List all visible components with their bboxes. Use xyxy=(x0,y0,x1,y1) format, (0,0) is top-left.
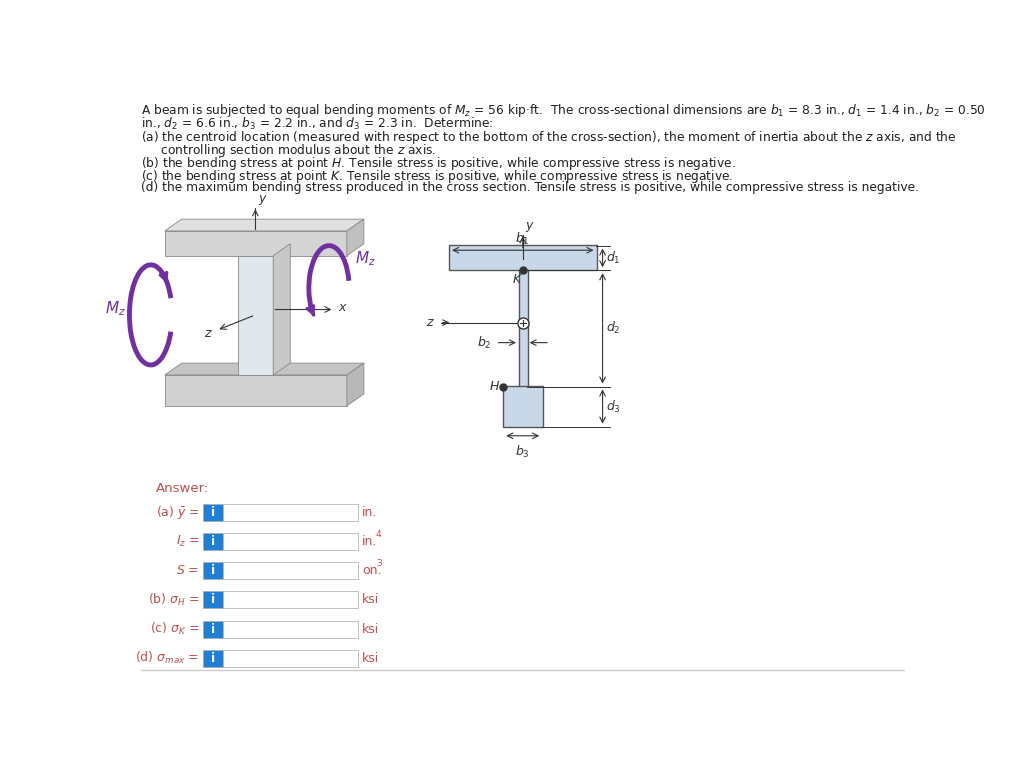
Polygon shape xyxy=(164,219,364,231)
Text: (a) the centroid location (measured with respect to the bottom of the cross-sect: (a) the centroid location (measured with… xyxy=(142,129,956,145)
Polygon shape xyxy=(164,231,346,256)
Text: $d_3$: $d_3$ xyxy=(606,398,621,415)
Text: $b_2$: $b_2$ xyxy=(477,335,491,350)
Text: $M_z$: $M_z$ xyxy=(105,300,126,318)
Polygon shape xyxy=(273,244,290,375)
Text: $b_3$: $b_3$ xyxy=(515,444,530,459)
Bar xyxy=(203,533,222,550)
Polygon shape xyxy=(238,256,273,375)
Text: $b_1$: $b_1$ xyxy=(515,231,530,247)
Text: $d_2$: $d_2$ xyxy=(606,320,621,336)
Bar xyxy=(203,562,222,579)
Text: 4: 4 xyxy=(375,530,381,539)
Text: (b) $\sigma_H$ =: (b) $\sigma_H$ = xyxy=(148,592,200,608)
Bar xyxy=(203,503,222,521)
Text: z: z xyxy=(204,327,210,340)
Text: H: H xyxy=(490,380,499,393)
Bar xyxy=(203,621,222,637)
Text: in.: in. xyxy=(362,534,377,548)
Bar xyxy=(503,386,542,426)
Text: $M_z$: $M_z$ xyxy=(355,249,376,268)
Text: x: x xyxy=(338,301,345,314)
Text: 3: 3 xyxy=(375,559,381,569)
Text: (d) $\sigma_{max}$ =: (d) $\sigma_{max}$ = xyxy=(136,650,200,666)
Polygon shape xyxy=(346,363,364,406)
Polygon shape xyxy=(164,363,364,375)
Bar xyxy=(222,591,358,609)
Text: y: y xyxy=(525,219,532,232)
Text: i: i xyxy=(211,534,215,548)
Text: A beam is subjected to equal bending moments of $M_z$ = 56 kip·ft.  The cross-se: A beam is subjected to equal bending mom… xyxy=(142,102,985,120)
Text: (d) the maximum bending stress produced in the cross section. Tensile stress is : (d) the maximum bending stress produced … xyxy=(142,181,918,194)
Text: ksi: ksi xyxy=(362,593,379,606)
Text: K: K xyxy=(512,273,520,285)
Text: ksi: ksi xyxy=(362,622,379,636)
Bar xyxy=(222,533,358,550)
Bar xyxy=(448,245,596,270)
Text: (b) the bending stress at point $H$. Tensile stress is positive, while compressi: (b) the bending stress at point $H$. Ten… xyxy=(142,154,736,172)
Text: y: y xyxy=(258,192,266,205)
Bar xyxy=(222,562,358,579)
Text: in., $d_2$ = 6.6 in., $b_3$ = 2.2 in., and $d_3$ = 2.3 in.  Determine:: in., $d_2$ = 6.6 in., $b_3$ = 2.2 in., a… xyxy=(142,116,493,132)
Bar xyxy=(203,591,222,609)
Bar xyxy=(222,650,358,667)
Text: on.: on. xyxy=(362,564,381,577)
Text: i: i xyxy=(211,593,215,606)
Text: (c) the bending stress at point $K$. Tensile stress is positive, while compressi: (c) the bending stress at point $K$. Ten… xyxy=(142,168,733,185)
Text: $S$ =: $S$ = xyxy=(176,564,200,577)
Text: i: i xyxy=(211,564,215,577)
Polygon shape xyxy=(164,375,346,406)
Text: i: i xyxy=(211,506,215,519)
Bar xyxy=(203,650,222,667)
Bar xyxy=(222,503,358,521)
Bar xyxy=(519,269,527,387)
Text: controlling section modulus about the $z$ axis.: controlling section modulus about the $z… xyxy=(142,142,436,159)
Text: i: i xyxy=(211,622,215,636)
Text: $d_1$: $d_1$ xyxy=(606,250,621,266)
Text: i: i xyxy=(211,652,215,665)
Text: in.: in. xyxy=(362,506,377,519)
Polygon shape xyxy=(346,219,364,256)
Text: $I_z$ =: $I_z$ = xyxy=(175,534,200,549)
Text: (c) $\sigma_K$ =: (c) $\sigma_K$ = xyxy=(150,621,200,637)
Text: z: z xyxy=(425,316,432,329)
Bar xyxy=(222,621,358,637)
Text: Answer:: Answer: xyxy=(155,482,209,495)
Text: ksi: ksi xyxy=(362,652,379,665)
Text: (a) $\bar{y}$ =: (a) $\bar{y}$ = xyxy=(156,503,200,521)
